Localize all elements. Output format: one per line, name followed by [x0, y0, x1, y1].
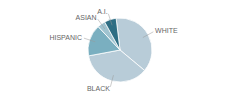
svg-text:A.I.: A.I. [97, 8, 108, 15]
svg-text:HISPANIC: HISPANIC [49, 34, 82, 41]
svg-text:WHITE: WHITE [155, 27, 178, 34]
svg-text:BLACK: BLACK [87, 85, 110, 92]
svg-text:ASIAN: ASIAN [76, 14, 97, 21]
